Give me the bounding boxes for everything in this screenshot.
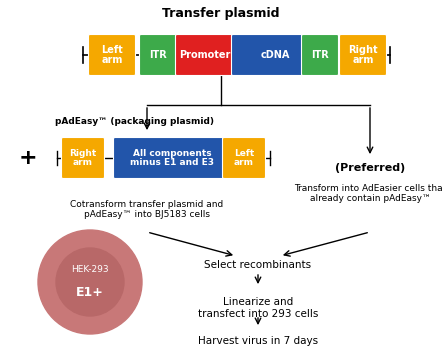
Text: +: + — [19, 148, 37, 168]
Text: Cotransform transfer plasmid and
pAdEasy™ into BJ5183 cells: Cotransform transfer plasmid and pAdEasy… — [70, 200, 224, 219]
Text: E1+: E1+ — [76, 286, 104, 299]
Text: Select recombinants: Select recombinants — [205, 260, 312, 270]
Text: Transfer plasmid: Transfer plasmid — [162, 7, 280, 21]
FancyBboxPatch shape — [61, 138, 104, 178]
Text: ITR: ITR — [311, 50, 329, 60]
Text: Left
arm: Left arm — [234, 149, 254, 167]
FancyBboxPatch shape — [232, 35, 319, 76]
FancyBboxPatch shape — [140, 35, 176, 76]
Text: All components
minus E1 and E3: All components minus E1 and E3 — [130, 149, 214, 167]
Circle shape — [38, 230, 142, 334]
Text: (Preferred): (Preferred) — [335, 163, 405, 173]
FancyBboxPatch shape — [339, 35, 386, 76]
Text: Linearize and
transfect into 293 cells: Linearize and transfect into 293 cells — [198, 297, 318, 318]
FancyBboxPatch shape — [114, 138, 230, 178]
Text: cDNA: cDNA — [260, 50, 290, 60]
Circle shape — [56, 248, 124, 316]
FancyBboxPatch shape — [88, 35, 136, 76]
Text: ITR: ITR — [149, 50, 167, 60]
Text: Promoter: Promoter — [179, 50, 231, 60]
Text: pAdEasy™ (packaging plasmid): pAdEasy™ (packaging plasmid) — [55, 118, 214, 126]
Text: HEK-293: HEK-293 — [71, 266, 109, 274]
Text: Harvest virus in 7 days: Harvest virus in 7 days — [198, 336, 318, 346]
Text: Transform into AdEasier cells that
already contain pAdEasy™: Transform into AdEasier cells that alrea… — [294, 184, 442, 203]
Text: Right
arm: Right arm — [69, 149, 97, 167]
Text: Right
arm: Right arm — [348, 44, 378, 65]
FancyBboxPatch shape — [301, 35, 339, 76]
FancyBboxPatch shape — [222, 138, 266, 178]
Text: Left
arm: Left arm — [101, 44, 123, 65]
FancyBboxPatch shape — [175, 35, 235, 76]
